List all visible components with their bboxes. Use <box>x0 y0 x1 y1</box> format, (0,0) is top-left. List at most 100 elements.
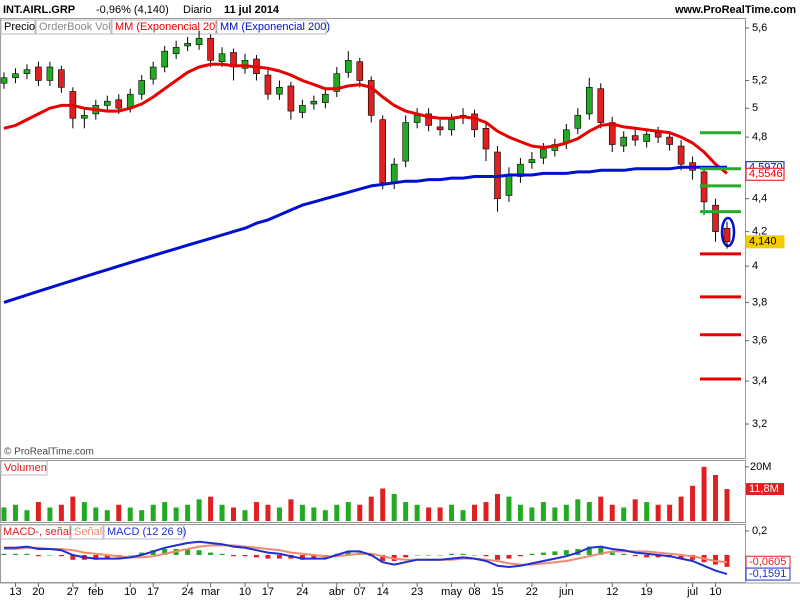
y-tick-label: 4,4 <box>752 193 767 205</box>
macd-histogram-bar <box>483 554 489 557</box>
volume-bar <box>93 507 99 521</box>
candle-body <box>138 80 146 95</box>
macd-histogram-bar <box>70 554 76 560</box>
panel-title[interactable]: Volumen <box>4 462 47 474</box>
volume-bar <box>1 507 7 521</box>
volume-bar <box>437 507 443 521</box>
volume-bar <box>173 507 179 521</box>
volume-bar <box>334 504 340 521</box>
volume-bar <box>609 504 615 521</box>
volume-bar <box>208 496 214 521</box>
macd-histogram-bar <box>265 554 271 559</box>
candle-body <box>184 43 191 47</box>
candle-body <box>413 115 421 123</box>
candle-body <box>207 37 214 61</box>
volume-bar <box>472 504 478 521</box>
x-tick-label: jul <box>686 586 698 598</box>
volume-bar <box>311 507 317 521</box>
volume-bar <box>460 510 466 521</box>
tab[interactable]: MACD-, señal <box>3 526 71 538</box>
last-value-box <box>745 167 785 181</box>
volume-bar <box>253 502 259 521</box>
legend-entry[interactable]: MM (Exponencial 20) <box>115 21 219 33</box>
x-tick-label: 10 <box>709 586 721 598</box>
volume-bar <box>345 502 351 521</box>
macd-histogram-bar <box>426 554 432 556</box>
volume-bar <box>517 504 523 521</box>
candle-body <box>195 37 203 45</box>
candle-body <box>482 128 490 150</box>
x-tick-label: 27 <box>67 586 79 598</box>
candle-body <box>666 136 673 145</box>
y-tick-label: 3,4 <box>752 375 767 387</box>
volume-bar <box>81 502 87 521</box>
macd-histogram-bar <box>621 553 627 555</box>
volume-bar <box>116 504 122 521</box>
candle-body <box>299 105 306 113</box>
candle-body <box>344 60 352 73</box>
volume-bar <box>494 493 500 521</box>
macd-histogram-bar <box>713 554 719 565</box>
volume-bar <box>24 510 30 521</box>
macd-histogram-bar <box>609 552 615 555</box>
tab[interactable]: OrderBook Vol <box>39 21 111 33</box>
volume-bar <box>621 507 627 521</box>
x-tick-label: 12 <box>606 586 618 598</box>
candle-body <box>585 87 593 115</box>
tab-frame <box>0 460 48 476</box>
macd-histogram-bar <box>437 554 443 556</box>
x-tick-label: mar <box>201 586 220 598</box>
y-tick-label: 5,6 <box>752 22 767 34</box>
volume-bar <box>185 504 191 521</box>
candle-body <box>264 74 272 95</box>
last-value-box <box>745 567 791 581</box>
moving-average <box>3 165 727 304</box>
macd-histogram-bar <box>449 553 455 555</box>
macd-histogram-bar <box>47 554 53 556</box>
legend-entry[interactable]: MM (Exponencial 200) <box>220 21 330 33</box>
volume-bar <box>598 496 604 521</box>
tab-frame <box>70 524 104 540</box>
candle-body <box>631 135 639 141</box>
candle-body <box>149 66 157 80</box>
volume-bar <box>242 510 248 521</box>
moving-average <box>3 62 728 175</box>
last-value-label: -0,0605 <box>749 556 786 568</box>
macd-histogram-bar <box>127 554 133 556</box>
macd-histogram-bar <box>655 554 661 558</box>
volume-bar <box>449 504 455 521</box>
tab[interactable]: Precio <box>4 21 35 33</box>
candle-body <box>471 113 478 131</box>
legend-entry[interactable]: MACD (12 26 9) <box>107 526 186 538</box>
macd-histogram-bar <box>403 554 409 558</box>
volume-bar <box>47 507 53 521</box>
candle-body <box>620 136 628 147</box>
macd-histogram-bar <box>506 554 512 559</box>
macd-histogram-bar <box>24 553 30 555</box>
volume-bar <box>713 474 719 521</box>
x-tick-label: 10 <box>239 586 251 598</box>
x-tick-label: 22 <box>526 586 538 598</box>
y-tick-label: 4 <box>752 260 758 272</box>
last-value-label: -0,1591 <box>749 568 786 580</box>
macd-histogram-bar <box>529 553 535 555</box>
tab[interactable]: Señal <box>74 526 102 538</box>
macd-histogram-bar <box>35 554 41 557</box>
x-tick-label: 19 <box>641 586 653 598</box>
macd-histogram-bar <box>185 548 191 555</box>
y-tick-label: 4,8 <box>752 131 767 143</box>
macd-histogram-bar <box>242 554 248 557</box>
candle-body <box>367 80 375 116</box>
macd-histogram-bar <box>414 554 420 556</box>
candle-body <box>517 163 524 177</box>
candle-body <box>654 132 662 138</box>
candle-body <box>356 61 364 81</box>
volume-bar <box>403 502 409 521</box>
y-tick-label: 3,6 <box>752 335 767 347</box>
macd-histogram-bar <box>150 550 156 555</box>
candle-body <box>276 87 283 95</box>
candle-body <box>161 50 168 68</box>
volume-bar <box>288 499 294 521</box>
volume-bar <box>667 504 673 521</box>
candle-body <box>505 174 513 196</box>
